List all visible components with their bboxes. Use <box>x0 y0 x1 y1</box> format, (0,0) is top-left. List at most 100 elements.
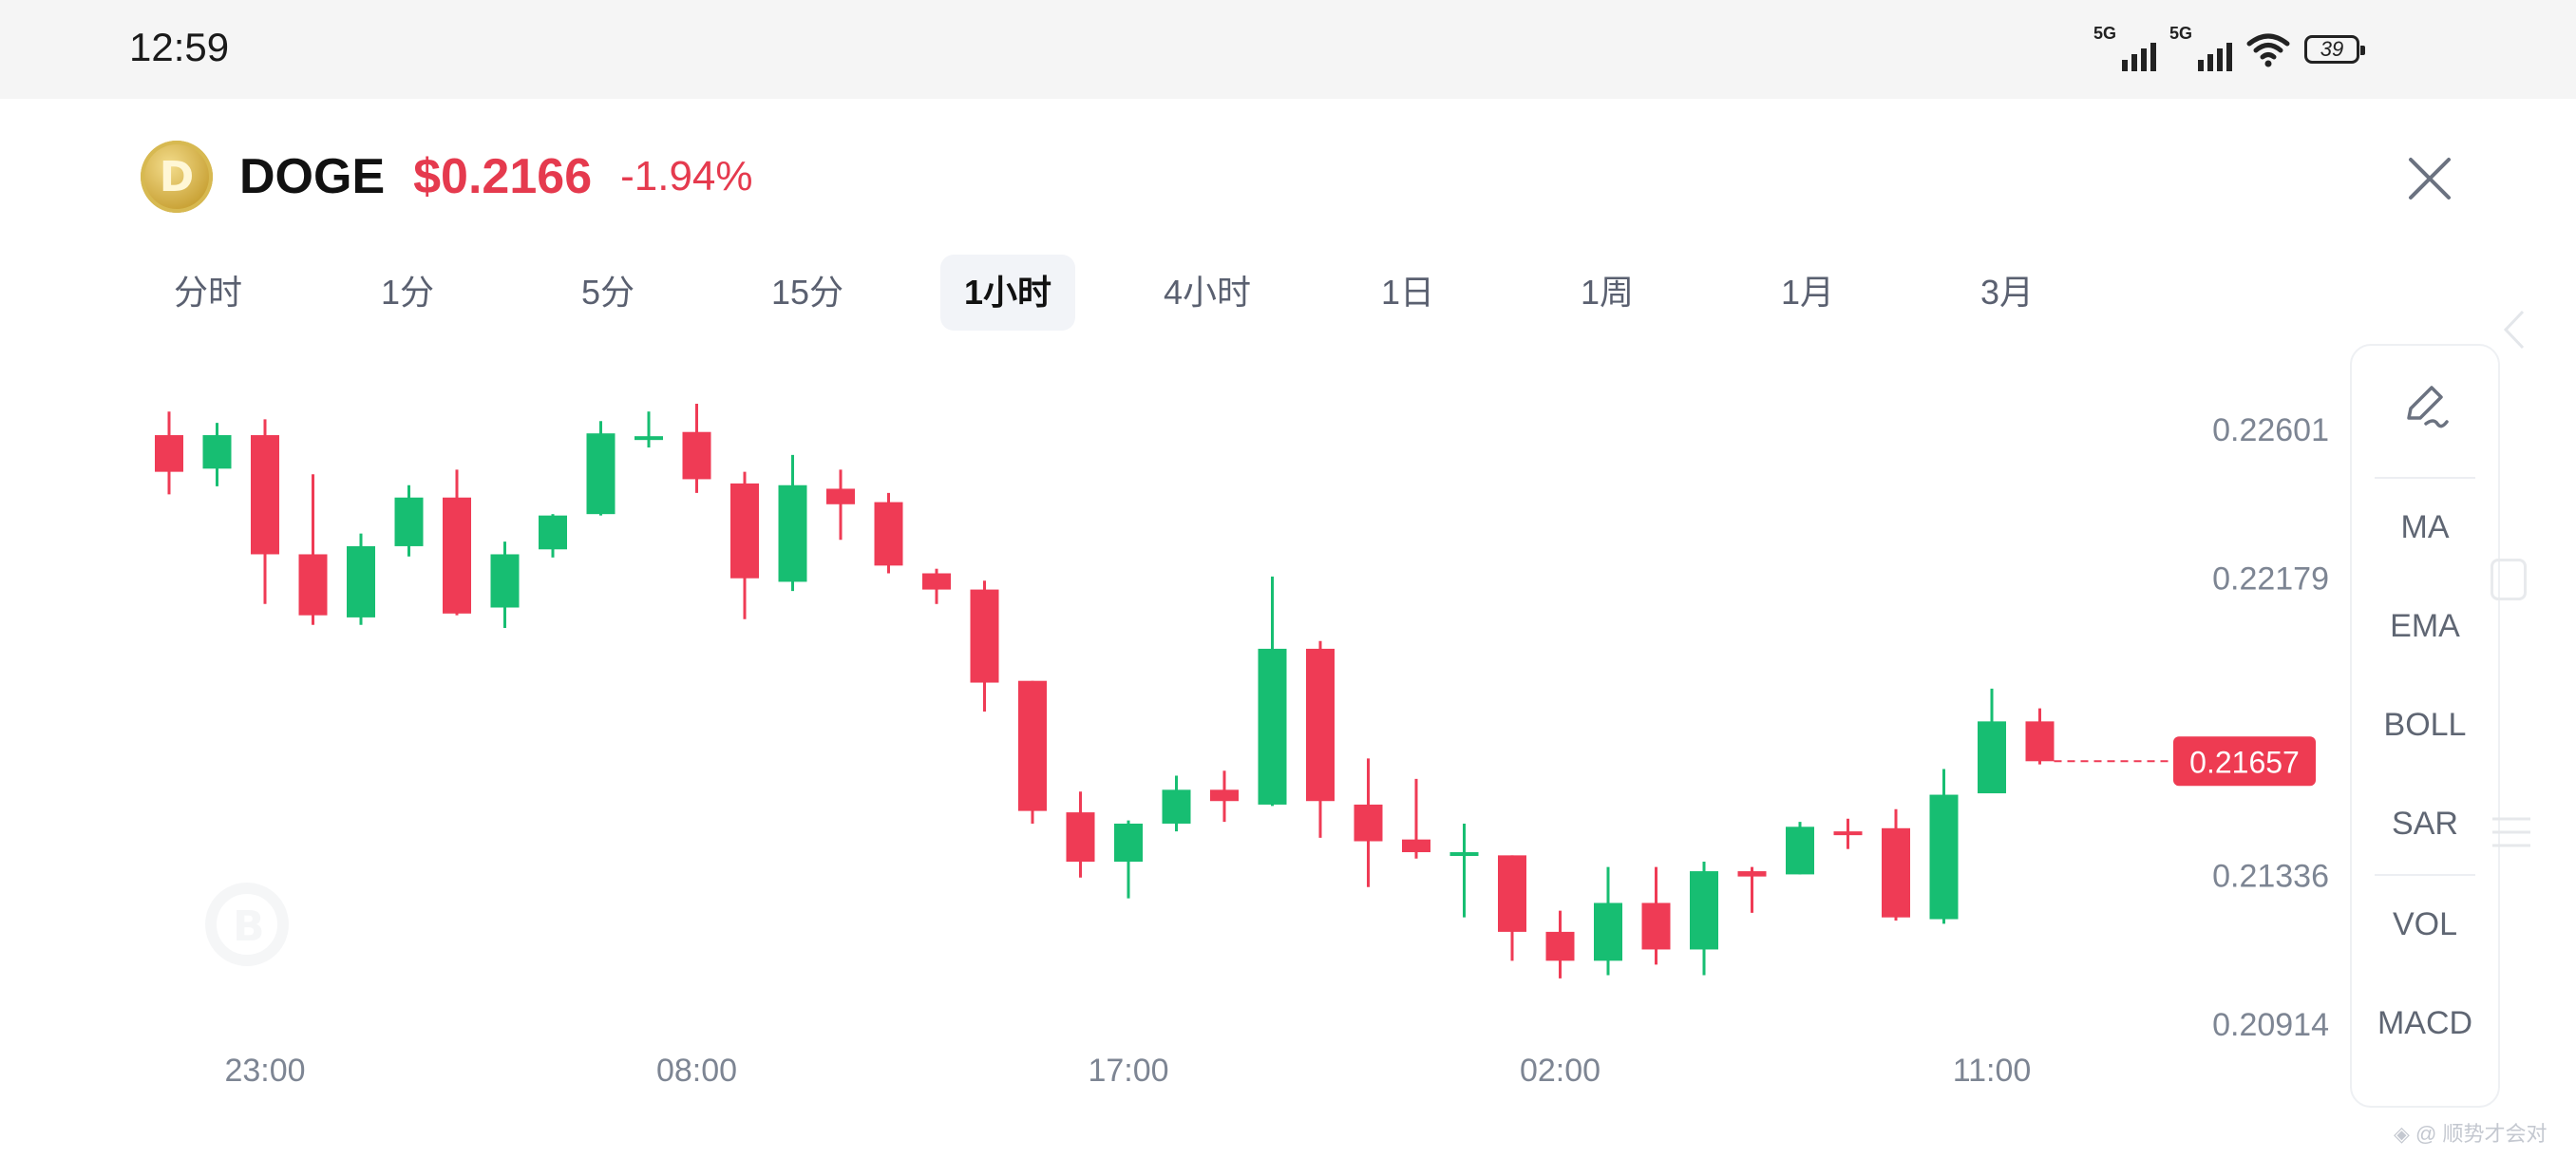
candle <box>1498 855 1526 961</box>
candle-body <box>347 545 375 618</box>
candle <box>778 454 807 592</box>
price-change: -1.94% <box>620 153 753 200</box>
candle <box>1162 775 1191 832</box>
candle <box>1402 778 1430 859</box>
candle-body <box>874 502 903 566</box>
doge-logo-icon: D <box>141 141 213 213</box>
tab-1w[interactable]: 1周 <box>1580 273 1635 312</box>
y-axis-label: 0.20914 <box>2212 1007 2329 1043</box>
indicator-boll[interactable]: BOLL <box>2383 707 2467 743</box>
battery-icon: 39 <box>2304 35 2365 64</box>
indicator-vol[interactable]: VOL <box>2392 906 2458 942</box>
candle-body <box>1929 794 1959 920</box>
tab-fenshi[interactable]: 分时 <box>173 273 242 312</box>
candle-body <box>1498 855 1526 932</box>
candle <box>539 514 567 558</box>
candle-body <box>394 497 424 546</box>
candle <box>1737 866 1767 913</box>
indicator-sar[interactable]: SAR <box>2392 806 2458 842</box>
candle-body <box>1258 648 1287 805</box>
wifi-icon <box>2246 33 2290 67</box>
candle-body <box>1737 871 1767 877</box>
candle-body <box>298 554 328 616</box>
indicator-macd[interactable]: MACD <box>2377 1005 2473 1041</box>
y-axis-label: 0.22601 <box>2212 412 2329 448</box>
candle-body <box>1690 871 1718 950</box>
tab-3mo[interactable]: 3月 <box>1979 273 2035 312</box>
draw-pencil-icon[interactable] <box>2399 380 2453 433</box>
candle-body <box>1641 902 1671 950</box>
indicator-panel: MA EMA BOLL SAR VOL MACD <box>2350 344 2500 1108</box>
candle <box>298 474 328 625</box>
tab-1mo[interactable]: 1月 <box>1780 273 1835 312</box>
candle-body <box>1882 827 1910 918</box>
candle-body <box>1018 680 1047 811</box>
indicator-ma[interactable]: MA <box>2400 509 2450 545</box>
candle <box>347 533 375 625</box>
candle <box>586 421 616 516</box>
menu-lines-icon[interactable] <box>2489 811 2534 853</box>
collapse-chevron-icon[interactable] <box>2494 306 2532 353</box>
candle <box>202 423 232 486</box>
status-bar: 12:59 5G 5G 39 <box>0 0 2576 99</box>
candle-body <box>682 431 711 480</box>
candle-body <box>1306 648 1335 802</box>
candle <box>394 484 424 557</box>
candle-body <box>1978 721 2006 794</box>
candle <box>1114 820 1143 899</box>
status-icons: 5G 5G 39 <box>2093 24 2365 72</box>
candle <box>1833 818 1863 849</box>
candle-body <box>443 497 471 614</box>
candle <box>1018 680 1047 824</box>
candle <box>730 471 759 619</box>
y-axis-label: 0.22179 <box>2212 561 2329 598</box>
tab-4h[interactable]: 4小时 <box>1163 273 1252 312</box>
candle <box>155 411 183 495</box>
candle-body <box>826 488 855 504</box>
watermark-logo: B <box>205 883 289 966</box>
candle-body <box>635 436 663 441</box>
x-axis-label: 02:00 <box>1520 1053 1601 1089</box>
candle-body <box>1449 852 1479 857</box>
candle <box>490 542 520 629</box>
candle <box>1786 822 1814 875</box>
candle <box>635 411 663 448</box>
candle-body <box>202 435 232 469</box>
candlestick-chart[interactable]: B 0.22601 0.22179 0.21336 0.20914 23:00 08:0… <box>0 361 2576 1121</box>
x-axis-label: 08:00 <box>656 1053 737 1089</box>
candle <box>1306 640 1335 838</box>
candle-body <box>251 435 279 555</box>
close-icon[interactable] <box>2403 152 2456 205</box>
status-time: 12:59 <box>129 25 230 69</box>
candle <box>1929 769 1959 924</box>
candle-body <box>1114 823 1143 863</box>
candle <box>251 419 279 604</box>
candle <box>1978 688 2006 794</box>
candle-body <box>1786 826 1814 875</box>
candle <box>1882 808 1910 922</box>
screen-ratio-icon[interactable] <box>2491 559 2527 600</box>
tab-1d[interactable]: 1日 <box>1380 273 1435 312</box>
candle-body <box>1402 839 1430 853</box>
x-axis-label: 23:00 <box>224 1053 305 1089</box>
candle-body <box>1162 789 1191 824</box>
indicator-ema[interactable]: EMA <box>2390 608 2460 644</box>
y-axis-label: 0.21336 <box>2212 858 2329 894</box>
signal-icon-sim2: 5G <box>2169 24 2232 71</box>
last-price-tag <box>2173 736 2316 787</box>
candle-body <box>1545 931 1575 961</box>
candle <box>1449 823 1479 918</box>
candle-body <box>490 554 520 608</box>
candle-body <box>1210 789 1239 802</box>
x-axis-label: 17:00 <box>1088 1053 1168 1089</box>
last-price-label: 0.21657 <box>2189 745 2300 779</box>
tab-5m[interactable]: 5分 <box>580 273 635 312</box>
candle <box>874 492 903 574</box>
candle-body <box>1594 902 1622 961</box>
candle-body <box>1066 812 1095 863</box>
tab-1m[interactable]: 1分 <box>380 273 435 312</box>
tab-1h[interactable]: 1小时 <box>940 255 1075 331</box>
coin-header: D DOGE $0.2166 -1.94% <box>141 139 753 215</box>
coin-symbol: DOGE <box>239 149 386 204</box>
tab-15m[interactable]: 15分 <box>770 273 844 312</box>
